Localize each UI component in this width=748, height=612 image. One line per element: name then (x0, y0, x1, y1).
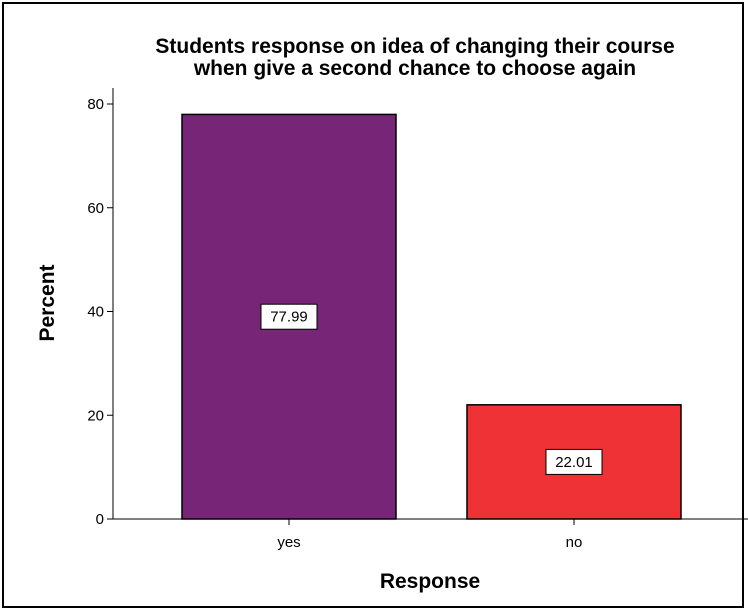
x-tick-label: no (566, 534, 583, 551)
x-axis-label: Response (380, 570, 480, 593)
y-axis-ticks: 0 20 40 60 80 (87, 96, 113, 528)
y-tick-label: 40 (87, 304, 104, 321)
y-tick-label: 60 (87, 200, 104, 217)
x-tick-label: yes (277, 534, 300, 551)
chart-title-line1: Students response on idea of changing th… (155, 35, 674, 58)
y-tick-label: 20 (87, 407, 104, 424)
y-tick-label: 0 (96, 511, 104, 528)
y-tick-label: 80 (87, 96, 104, 113)
chart-title-line2: when give a second chance to choose agai… (193, 57, 636, 80)
data-label-box (260, 303, 318, 330)
data-label-box (545, 448, 603, 475)
data-label: 22.01 (555, 454, 593, 471)
bars: 77.99 22.01 (181, 113, 682, 520)
y-axis-label: Percent (36, 264, 59, 341)
x-axis-ticks: yes no (277, 519, 582, 551)
data-label: 77.99 (270, 309, 308, 326)
